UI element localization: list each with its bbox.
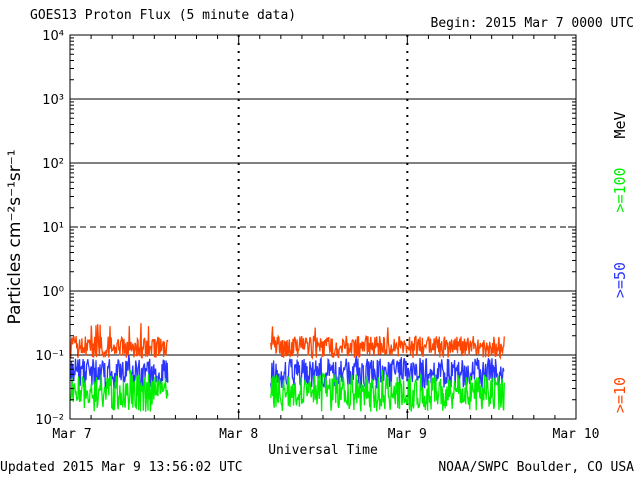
energy-unit-label: MeV <box>611 111 629 138</box>
legend-label: >=10 <box>611 377 629 413</box>
legend-label: >=50 <box>611 262 629 298</box>
legend-label: >=100 <box>611 167 629 212</box>
series-line-1 <box>270 355 505 389</box>
series-line-0 <box>70 323 169 359</box>
credit-label: NOAA/SWPC Boulder, CO USA <box>438 460 634 475</box>
y-tick-label: 10² <box>42 157 64 172</box>
y-tick-label: 10⁻² <box>35 413 64 428</box>
series-line-0 <box>270 326 505 361</box>
y-axis-label: Particles cm⁻²s⁻¹sr⁻¹ <box>5 149 25 324</box>
y-tick-label: 10⁴ <box>42 29 64 44</box>
series-line-1 <box>70 354 169 389</box>
x-tick-label: Mar 9 <box>388 427 427 442</box>
y-tick-label: 10⁻¹ <box>35 349 64 364</box>
begin-time: Begin: 2015 Mar 7 0000 UTC <box>430 16 635 31</box>
x-tick-label: Mar 8 <box>219 427 258 442</box>
y-tick-label: 10¹ <box>42 221 64 236</box>
y-tick-label: 10⁰ <box>42 285 64 300</box>
y-tick-label: 10³ <box>42 93 64 108</box>
updated-timestamp: Updated 2015 Mar 9 13:56:02 UTC <box>0 460 243 475</box>
series-line-2 <box>270 369 505 412</box>
x-axis-label: Universal Time <box>268 443 378 458</box>
x-tick-label: Mar 7 <box>52 427 91 442</box>
x-tick-label: Mar 10 <box>553 427 600 442</box>
chart-title: GOES13 Proton Flux (5 minute data) <box>30 8 297 23</box>
series-line-2 <box>70 369 169 412</box>
